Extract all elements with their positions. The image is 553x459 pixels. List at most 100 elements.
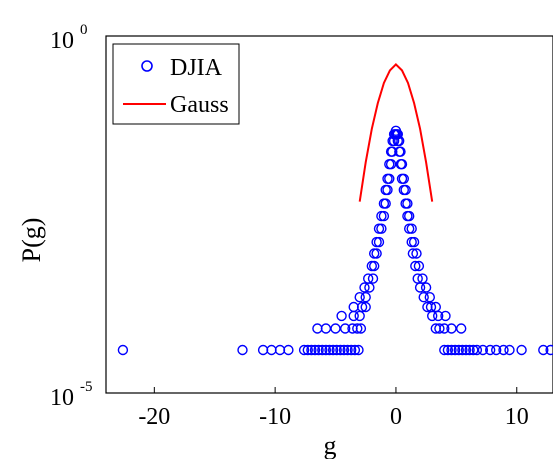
djia-point bbox=[283, 344, 294, 356]
djia-point bbox=[402, 198, 413, 209]
djia-point bbox=[369, 260, 380, 272]
djia-point bbox=[298, 344, 310, 356]
djia-point bbox=[439, 344, 450, 356]
djia-point bbox=[516, 344, 527, 356]
djia-point bbox=[309, 344, 321, 356]
djia-point bbox=[349, 344, 361, 356]
djia-point bbox=[376, 223, 387, 234]
djia-point bbox=[354, 292, 365, 303]
djia-point bbox=[353, 344, 364, 356]
djia-point bbox=[498, 344, 509, 356]
djia-point bbox=[360, 301, 371, 313]
djia-point bbox=[471, 344, 483, 356]
y-axis-label: P(g) bbox=[17, 218, 46, 263]
djia-point bbox=[320, 344, 332, 356]
djia-point bbox=[346, 344, 357, 356]
djia-point bbox=[410, 260, 421, 272]
y-tick-exponent: -5 bbox=[80, 379, 93, 395]
djia-point bbox=[382, 184, 393, 196]
djia-point bbox=[395, 146, 406, 157]
legend: DJIA Gauss bbox=[112, 43, 240, 125]
djia-point bbox=[485, 344, 496, 356]
series-gauss-line bbox=[358, 62, 434, 202]
djia-point bbox=[317, 344, 328, 356]
y-axis-ticks: 10 0 10 -5 bbox=[50, 22, 112, 411]
djia-point bbox=[398, 173, 409, 185]
x-tick-label: 10 bbox=[505, 404, 529, 430]
djia-point bbox=[352, 323, 363, 334]
y-tick-label: 10 bbox=[50, 385, 74, 411]
x-tick-label: -20 bbox=[138, 404, 170, 430]
y-tick-exponent: 0 bbox=[80, 22, 88, 38]
djia-point bbox=[412, 273, 423, 284]
djia-point bbox=[338, 344, 350, 356]
djia-point bbox=[336, 310, 347, 322]
djia-point bbox=[384, 173, 395, 185]
djia-point bbox=[457, 344, 468, 356]
djia-point bbox=[456, 323, 467, 334]
djia-point bbox=[380, 198, 391, 209]
y-tick-label: 10 bbox=[50, 28, 74, 54]
djia-point bbox=[424, 292, 435, 303]
djia-point bbox=[430, 301, 441, 313]
djia-point bbox=[413, 260, 425, 272]
legend-djia-label: DJIA bbox=[170, 55, 223, 81]
djia-point bbox=[237, 344, 248, 356]
djia-point bbox=[302, 344, 313, 356]
legend-gauss-label: Gauss bbox=[170, 92, 229, 118]
djia-point bbox=[387, 146, 398, 157]
djia-point bbox=[324, 344, 335, 356]
djia-point bbox=[367, 273, 379, 284]
djia-point bbox=[477, 344, 489, 356]
djia-point bbox=[453, 344, 464, 356]
djia-point bbox=[417, 273, 428, 284]
djia-point bbox=[425, 301, 437, 313]
x-tick-label: -10 bbox=[259, 404, 291, 430]
djia-point bbox=[330, 323, 341, 334]
x-tick-label: 0 bbox=[390, 404, 402, 430]
djia-point bbox=[408, 236, 420, 248]
djia-point bbox=[404, 210, 415, 222]
djia-point bbox=[373, 236, 385, 248]
djia-point bbox=[313, 344, 324, 356]
djia-point bbox=[446, 344, 457, 356]
djia-point bbox=[538, 344, 549, 356]
djia-point bbox=[545, 344, 553, 356]
djia-point bbox=[359, 282, 370, 293]
djia-point bbox=[460, 344, 472, 356]
djia-point bbox=[418, 292, 429, 303]
djia-point bbox=[420, 282, 432, 293]
djia-point bbox=[306, 344, 317, 356]
djia-point bbox=[342, 344, 353, 356]
djia-point bbox=[464, 344, 475, 356]
series-djia-markers bbox=[117, 125, 553, 356]
djia-point bbox=[360, 292, 371, 303]
djia-point bbox=[356, 301, 368, 313]
legend-djia-marker bbox=[141, 60, 153, 72]
djia-point bbox=[439, 323, 450, 334]
djia-point bbox=[407, 248, 419, 259]
djia-point bbox=[378, 210, 390, 222]
djia-point bbox=[449, 344, 461, 356]
djia-point bbox=[442, 344, 454, 356]
x-axis-ticks: -20 -10 0 10 bbox=[138, 387, 529, 430]
djia-point bbox=[504, 344, 515, 356]
djia-point bbox=[446, 323, 457, 334]
djia-point bbox=[335, 344, 346, 356]
djia-point bbox=[117, 344, 129, 356]
djia-point bbox=[491, 344, 502, 356]
djia-point bbox=[340, 323, 351, 334]
djia-point bbox=[400, 184, 411, 196]
gauss-line-path bbox=[358, 62, 434, 202]
djia-point bbox=[331, 344, 342, 356]
djia-point bbox=[440, 310, 451, 322]
djia-point bbox=[371, 248, 382, 259]
djia-point bbox=[355, 323, 367, 334]
djia-point bbox=[327, 344, 339, 356]
djia-point bbox=[434, 323, 445, 334]
djia-point bbox=[390, 125, 402, 137]
djia-point bbox=[406, 223, 417, 234]
legend-box bbox=[112, 43, 240, 125]
djia-point bbox=[363, 273, 374, 284]
